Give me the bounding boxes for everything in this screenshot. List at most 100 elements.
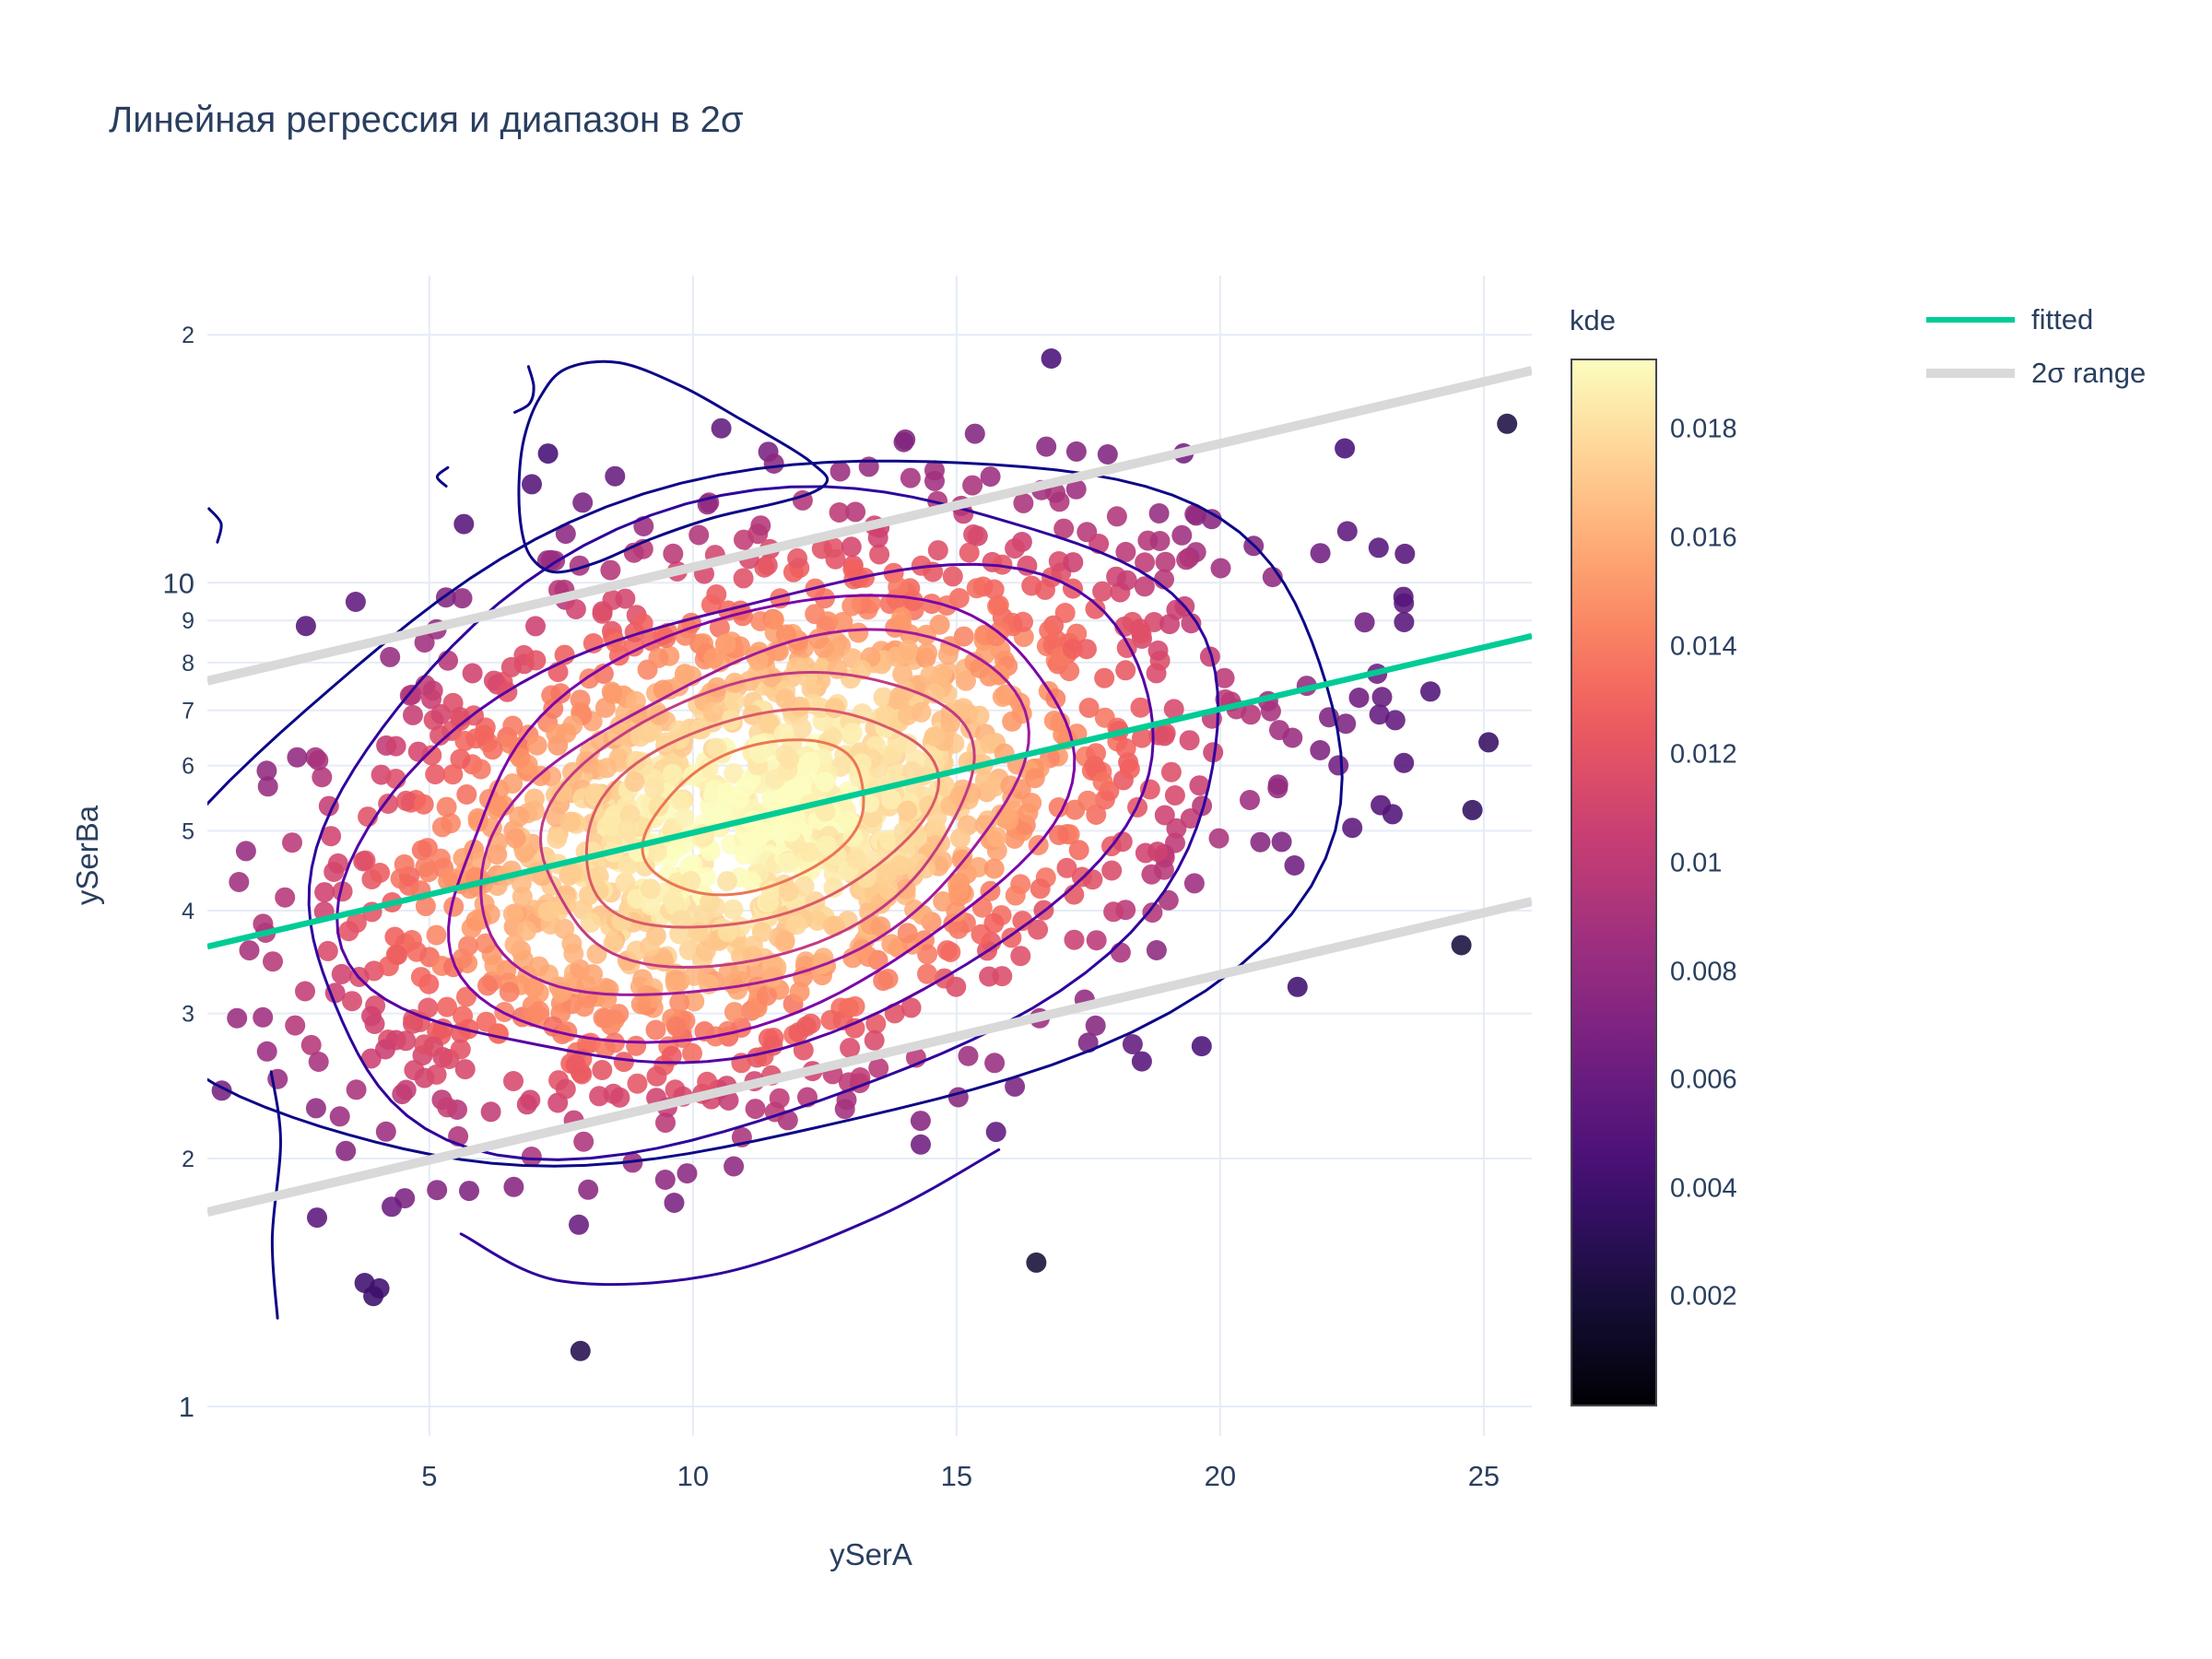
contour-fragment: [513, 365, 535, 414]
scatter-point: [915, 858, 935, 879]
scatter-point: [1267, 778, 1288, 799]
scatter-point: [1148, 503, 1170, 524]
scatter-point: [229, 872, 250, 892]
scatter-point: [1155, 551, 1176, 572]
colorbar-tick-label: 0.018: [1670, 414, 1737, 444]
tick-label-layer: 5 10 15 20 25 2 10 9 8 7 6 5 4 3 2 1: [163, 323, 1500, 1492]
scatter-point: [786, 914, 807, 935]
scatter-point: [841, 723, 863, 744]
scatter-point: [502, 903, 524, 924]
scatter-point: [615, 588, 636, 609]
scatter-point: [917, 944, 938, 965]
scatter-point: [717, 922, 738, 942]
colorbar-tick-label: 0.008: [1670, 957, 1737, 987]
scatter-point: [1192, 795, 1213, 817]
scatter-point: [257, 776, 278, 797]
scatter-point: [735, 844, 755, 865]
scatter-point: [892, 664, 913, 685]
scatter-point: [385, 735, 406, 757]
scatter-point: [418, 997, 439, 1018]
colorbar-gradient: [1571, 359, 1657, 1406]
scatter-point: [1097, 444, 1118, 465]
colorbar-tick-label: 0.002: [1670, 1281, 1737, 1312]
scatter-point: [321, 826, 342, 847]
scatter-point: [911, 701, 932, 723]
scatter-point: [880, 789, 901, 810]
scatter-point: [611, 911, 632, 932]
scatter-point: [639, 936, 660, 958]
scatter-point: [648, 647, 669, 668]
scatter-point: [1284, 855, 1305, 876]
scatter-point: [431, 817, 453, 838]
legend-item-sigma-range[interactable]: 2σ range: [1926, 347, 2146, 400]
scatter-point: [1005, 538, 1026, 559]
scatter-point: [1101, 860, 1123, 881]
scatter-point: [680, 870, 701, 891]
scatter-point: [1328, 755, 1349, 776]
scatter-point: [1092, 581, 1113, 602]
scatter-point: [824, 698, 845, 719]
scatter-point: [317, 940, 338, 961]
scatter-point: [415, 896, 436, 917]
legend-label-fitted: fitted: [2031, 303, 2094, 335]
scatter-point: [983, 912, 1005, 934]
scatter-point: [573, 996, 594, 1018]
scatter-point: [395, 1079, 417, 1100]
y-tick-label: 7: [182, 699, 194, 724]
scatter-point: [800, 751, 821, 772]
scatter-point: [556, 723, 577, 744]
scatter-point: [700, 594, 722, 616]
y-axis-title: ySerBa: [70, 805, 104, 906]
scatter-point: [615, 872, 636, 893]
scatter-point: [477, 975, 498, 996]
scatter-point: [502, 773, 524, 794]
scatter-point: [1036, 436, 1057, 457]
scatter-point: [980, 733, 1001, 754]
scatter-point: [1310, 740, 1331, 760]
scatter-point: [655, 1112, 676, 1134]
scatter-point: [832, 611, 853, 632]
scatter-point: [329, 1106, 350, 1127]
scatter-point: [724, 1002, 745, 1023]
scatter-point: [456, 986, 477, 1007]
scatter-point: [1065, 478, 1087, 500]
scatter-point: [1056, 857, 1077, 878]
scatter-point: [300, 1034, 322, 1055]
legend-item-fitted[interactable]: fitted: [1926, 293, 2146, 347]
scatter-point: [1158, 889, 1179, 911]
scatter-point: [808, 628, 830, 649]
scatter-point: [1013, 611, 1033, 632]
scatter-point: [1371, 687, 1393, 708]
scatter-point: [917, 642, 938, 664]
scatter-point: [775, 688, 796, 710]
scatter-point: [443, 896, 465, 917]
scatter-point: [562, 761, 582, 782]
scatter-point: [312, 767, 333, 788]
scatter-point: [557, 1021, 578, 1042]
scatter-point: [308, 1052, 329, 1072]
scatter-point: [1085, 1015, 1106, 1036]
scatter-point: [903, 591, 924, 611]
scatter-point: [1371, 794, 1392, 816]
scatter-point: [1203, 742, 1224, 763]
scatter-point: [459, 1181, 479, 1202]
scatter-point: [516, 920, 537, 941]
scatter-point: [706, 737, 727, 759]
scatter-point: [1010, 946, 1031, 967]
scatter-point: [580, 912, 601, 933]
colorbar-title: kde: [1570, 304, 1616, 336]
scatter-point: [318, 795, 339, 817]
scatter-point: [488, 1023, 509, 1044]
scatter-point: [550, 683, 571, 704]
scatter-point: [1171, 524, 1193, 546]
scatter-point: [1094, 789, 1115, 810]
scatter-point: [1048, 797, 1069, 818]
scatter-point: [1147, 640, 1169, 661]
scatter-point: [1064, 929, 1085, 950]
scatter-point: [504, 934, 525, 955]
scatter-point: [902, 761, 923, 782]
scatter-point: [1287, 976, 1308, 997]
scatter-point: [256, 1041, 277, 1062]
scatter-point: [484, 955, 505, 976]
scatter-point: [346, 1079, 367, 1100]
